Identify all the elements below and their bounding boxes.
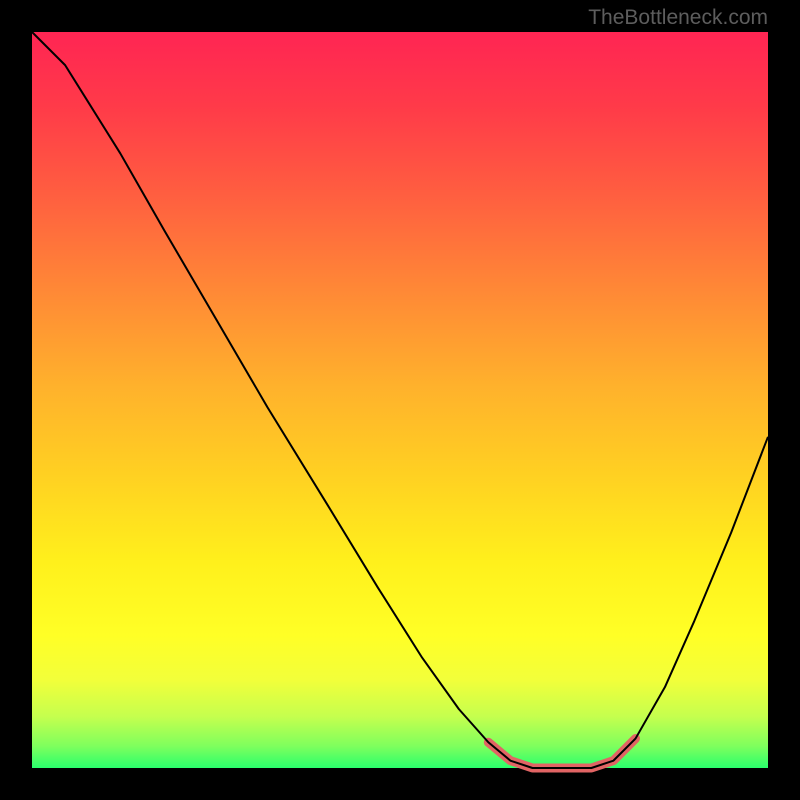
main-curve xyxy=(32,32,768,768)
curve-layer xyxy=(32,32,768,768)
highlight-segment xyxy=(488,739,635,768)
plot-area xyxy=(32,32,768,768)
watermark-text: TheBottleneck.com xyxy=(588,6,768,30)
